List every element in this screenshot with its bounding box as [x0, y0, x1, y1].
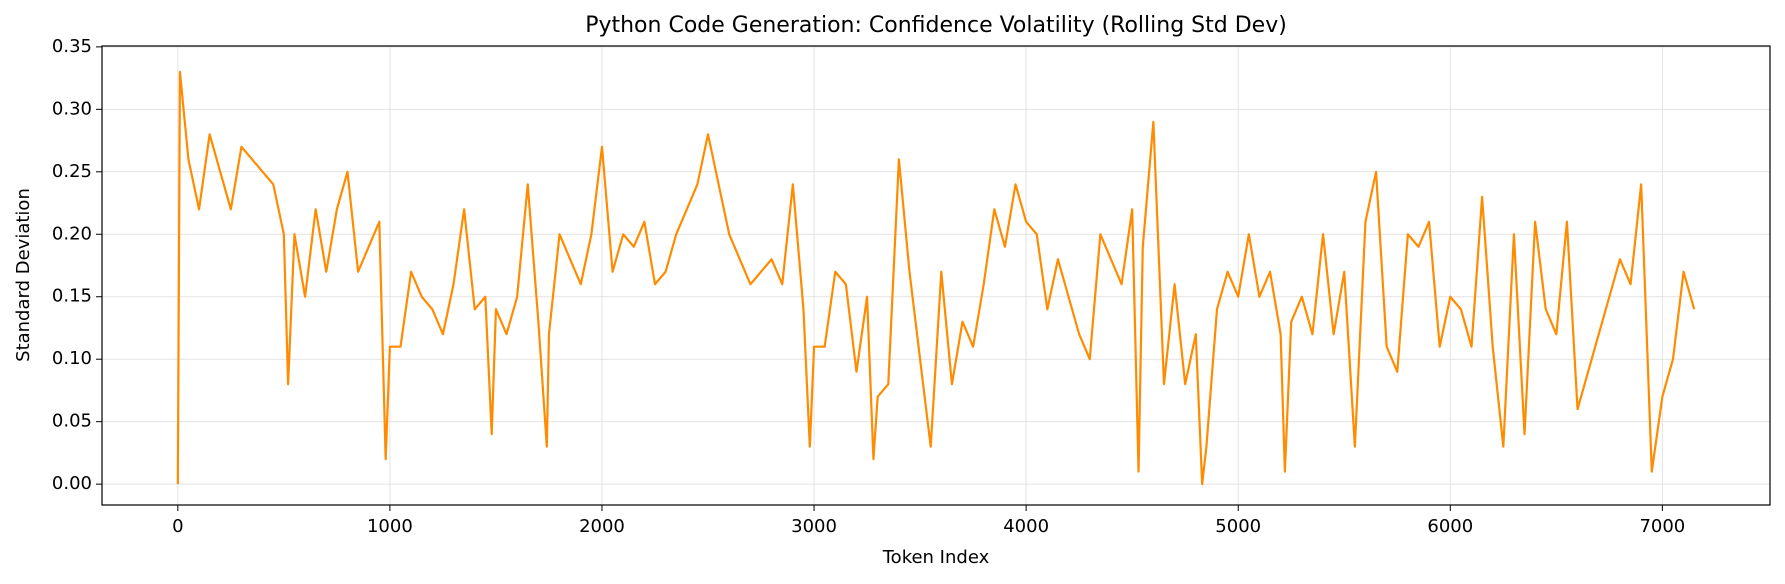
x-tick-label: 7000 [1639, 516, 1685, 537]
x-axis-label: Token Index [882, 547, 990, 568]
y-tick-label: 0.10 [52, 348, 92, 369]
x-tick-label: 3000 [791, 516, 837, 537]
x-tick-label: 1000 [367, 516, 413, 537]
y-tick-label: 0.25 [52, 161, 92, 182]
y-tick-label: 0.05 [52, 411, 92, 432]
plot-frame [101, 45, 1771, 506]
chart-title: Python Code Generation: Confidence Volat… [585, 13, 1287, 38]
y-tick-label: 0.20 [52, 223, 92, 244]
x-tick-label: 0 [172, 516, 183, 537]
x-tick-label: 2000 [579, 516, 625, 537]
data-line [176, 70, 1696, 486]
y-tick-label: 0.35 [52, 36, 92, 57]
y-tick-label: 0.30 [52, 98, 92, 119]
x-tick-label: 4000 [1003, 516, 1049, 537]
y-tick-label: 0.00 [52, 473, 92, 494]
y-axis-label: Standard Deviation [13, 188, 34, 362]
x-tick-label: 5000 [1215, 516, 1261, 537]
x-tick-label: 6000 [1427, 516, 1473, 537]
y-tick-label: 0.15 [52, 286, 92, 307]
